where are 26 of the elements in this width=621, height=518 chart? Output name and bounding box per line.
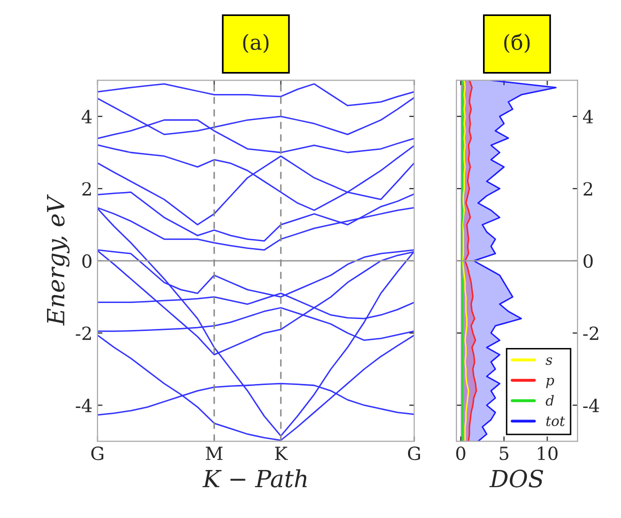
x-tick-label: G xyxy=(408,446,420,460)
y-axis-title: Energy, eV xyxy=(47,194,70,326)
x-tick-label: M xyxy=(206,446,223,460)
legend-label: p xyxy=(546,378,554,388)
y-tick-label: -4 xyxy=(76,398,92,412)
chart-title: (a) xyxy=(243,34,269,53)
y-tick-label: -2 xyxy=(583,326,598,340)
y-tick-label: 0 xyxy=(584,254,593,268)
x-tick-label: 5 xyxy=(500,446,508,460)
legend-label: tot xyxy=(546,416,566,426)
x-axis-title: DOS xyxy=(489,470,544,488)
legend-label: s xyxy=(546,357,552,365)
y-tick-label: 2 xyxy=(82,182,91,196)
chart-title: (б) xyxy=(504,34,530,53)
y-tick-label: 4 xyxy=(82,110,92,124)
y-tick-label: 4 xyxy=(582,110,593,124)
x-axis-title: K − Path xyxy=(202,469,307,488)
y-tick-label: -2 xyxy=(76,326,91,340)
y-tick-label: 2 xyxy=(584,182,592,196)
y-tick-label: 0 xyxy=(82,254,92,268)
y-tick-label: -4 xyxy=(583,398,600,412)
x-tick-label: 0 xyxy=(456,446,466,460)
x-tick-label: 10 xyxy=(538,446,558,460)
x-tick-label: K xyxy=(275,446,288,460)
x-tick-label: G xyxy=(91,446,104,460)
legend-label: d xyxy=(546,395,554,406)
